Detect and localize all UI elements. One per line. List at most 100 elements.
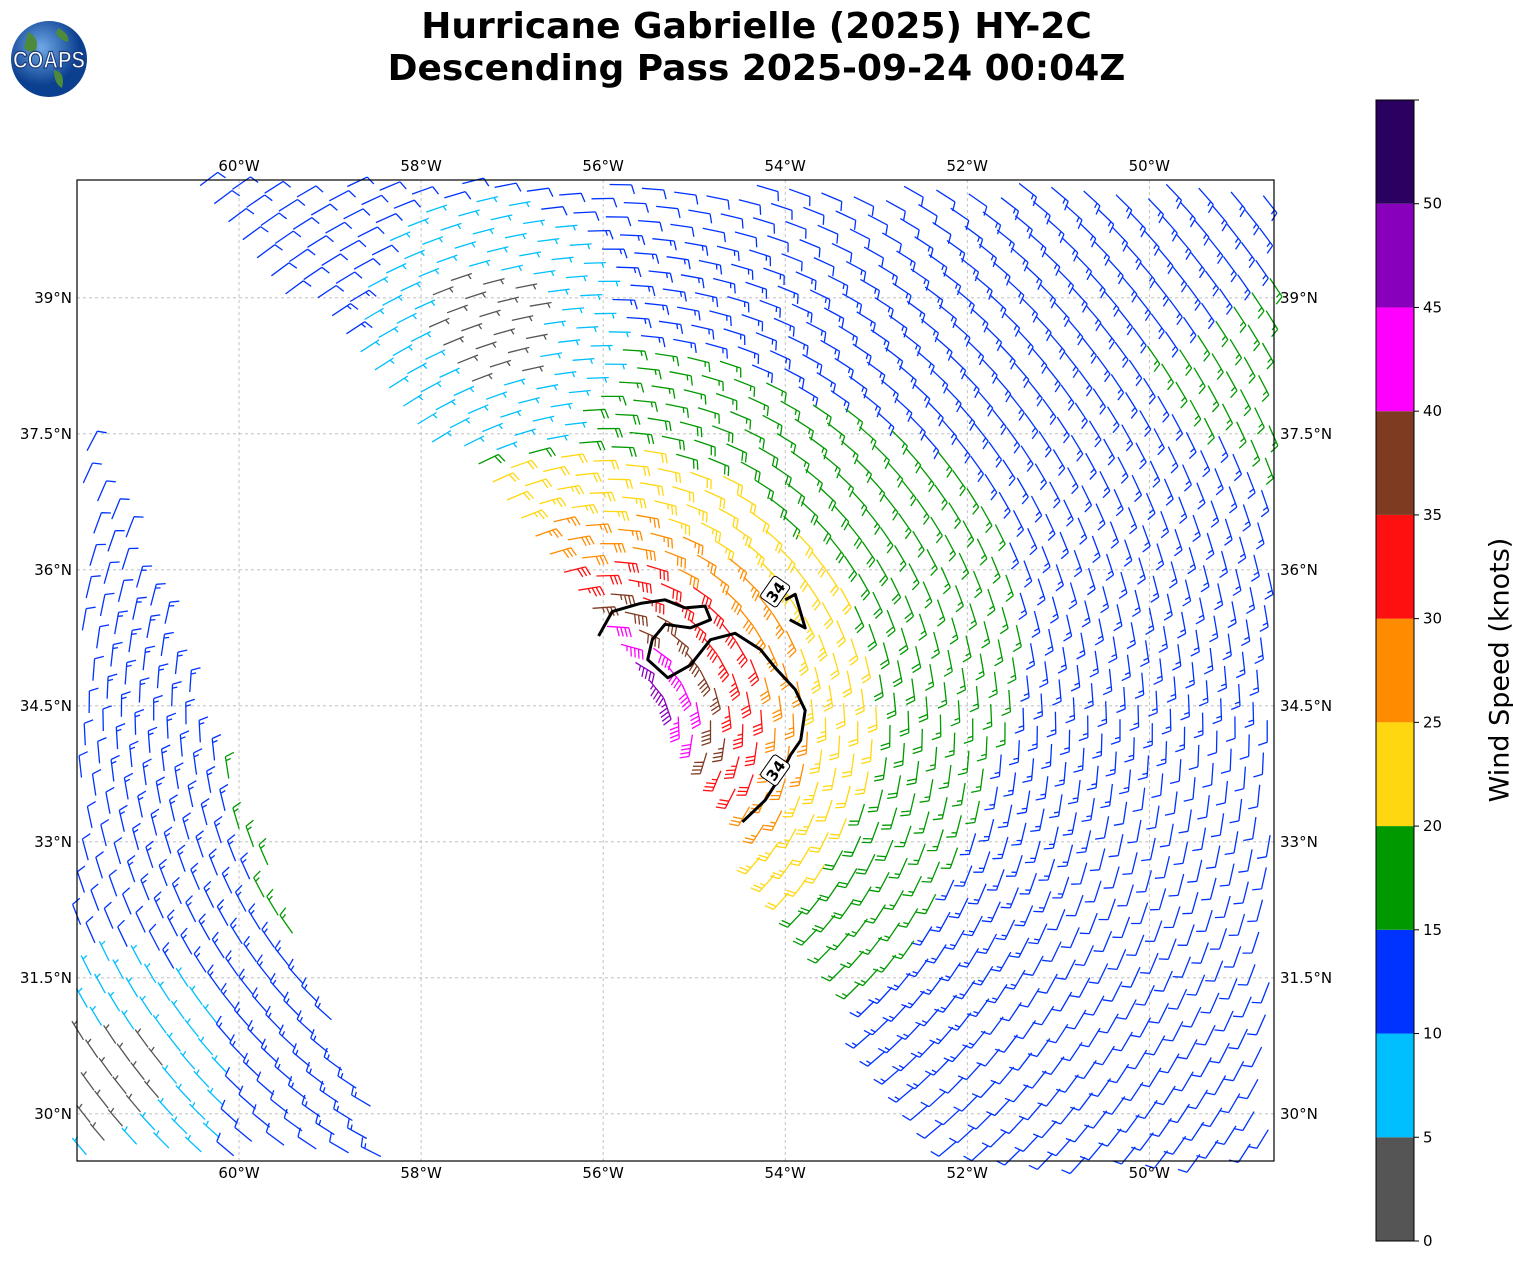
wind-barb (75, 987, 88, 1008)
wind-barb (868, 986, 893, 1005)
wind-barb (793, 565, 809, 592)
wind-barb (1029, 233, 1047, 258)
wind-barb (1219, 288, 1233, 315)
wind-barb (835, 703, 846, 730)
wind-barb (973, 423, 989, 450)
wind-barb (489, 359, 512, 368)
wind-barb (1189, 399, 1202, 427)
wind-barb (837, 472, 855, 498)
wind-barb (253, 870, 265, 898)
wind-barb (528, 447, 556, 458)
wind-barb (864, 904, 886, 924)
wind-barb (1212, 205, 1228, 232)
wind-barb (121, 1126, 138, 1145)
wind-barb (707, 604, 725, 630)
wind-barb (994, 524, 1006, 552)
wind-barb (1179, 349, 1193, 377)
wind-barb (1171, 644, 1182, 671)
wind-barb (1214, 583, 1224, 611)
wind-barb (1014, 215, 1033, 239)
wind-barb (1082, 337, 1097, 364)
wind-barb (1154, 855, 1171, 879)
wind-barb (848, 721, 859, 747)
wind-barb (674, 191, 699, 205)
wind-barb (752, 709, 763, 737)
wind-barb (200, 798, 210, 826)
wind-barb (1250, 439, 1261, 467)
wind-barb (828, 735, 841, 761)
wind-barb (1150, 313, 1165, 340)
wind-barb (305, 1061, 325, 1085)
wind-barb (375, 213, 403, 224)
wind-barb (668, 518, 691, 536)
wind-barb (1178, 496, 1188, 524)
wind-barb (1110, 374, 1125, 401)
wind-barb (1163, 593, 1173, 621)
wind-barb (1177, 924, 1195, 946)
wind-barb (1230, 191, 1246, 218)
wind-barb (1191, 1057, 1212, 1078)
wind-barb (715, 392, 738, 411)
wind-barb (1162, 216, 1178, 242)
wind-barb (673, 338, 697, 353)
wind-barb (815, 799, 833, 822)
wind-barb (903, 185, 924, 207)
wind-barb (118, 804, 128, 832)
wind-barb (1139, 410, 1152, 438)
wind-barb (716, 245, 740, 261)
wind-barb (478, 453, 506, 465)
wind-barb (85, 575, 101, 599)
wind-barb (1107, 1063, 1130, 1084)
wind-barb (626, 316, 652, 329)
wind-barb (535, 528, 563, 538)
wind-barb (1083, 995, 1105, 1016)
wind-barb (632, 546, 657, 561)
wind-barb (1073, 747, 1085, 773)
wind-barb (328, 190, 357, 202)
wind-barb (195, 830, 204, 858)
wind-barb (849, 1001, 875, 1018)
wind-barb (425, 204, 448, 213)
wind-barb (234, 884, 247, 912)
svg-text:COAPS: COAPS (13, 47, 85, 74)
wind-barb (1046, 366, 1061, 393)
wind-barb (1218, 435, 1229, 464)
wind-barb (1144, 1035, 1166, 1056)
wind-barb (867, 706, 878, 734)
wind-barb (733, 378, 756, 397)
wind-barb (1056, 959, 1076, 980)
wind-barb (958, 552, 970, 580)
wind-barb (619, 381, 645, 393)
wind-barb (1065, 1124, 1090, 1143)
wind-barb (462, 177, 490, 187)
wind-barb (541, 206, 568, 216)
wind-barb (1190, 252, 1206, 279)
wind-barb (1237, 274, 1251, 301)
wind-barb (854, 688, 865, 716)
wind-barb (802, 353, 823, 375)
wind-barb (880, 807, 898, 830)
wind-barb (623, 201, 650, 213)
wind-barb (728, 806, 751, 827)
wind-barb (762, 810, 783, 831)
wind-barb (1070, 434, 1084, 462)
wind-barb (789, 763, 805, 788)
wind-barb (78, 751, 88, 778)
wind-barb (963, 373, 980, 399)
wind-barb (166, 909, 179, 937)
wind-barb (875, 839, 894, 862)
wind-barb (458, 209, 480, 217)
wind-barb (1208, 615, 1219, 643)
wind-barb (1135, 442, 1147, 470)
wind-barb (92, 655, 104, 681)
wind-barb (1116, 686, 1126, 714)
wind-barb (863, 246, 885, 268)
wind-barb (1165, 183, 1183, 210)
wind-barb (492, 472, 520, 483)
wind-barb (744, 742, 758, 767)
wind-barb (524, 478, 553, 489)
wind-barb (589, 491, 616, 502)
wind-barb (1172, 1071, 1194, 1092)
wind-barb (957, 1062, 982, 1081)
wind-barb (1131, 589, 1141, 618)
